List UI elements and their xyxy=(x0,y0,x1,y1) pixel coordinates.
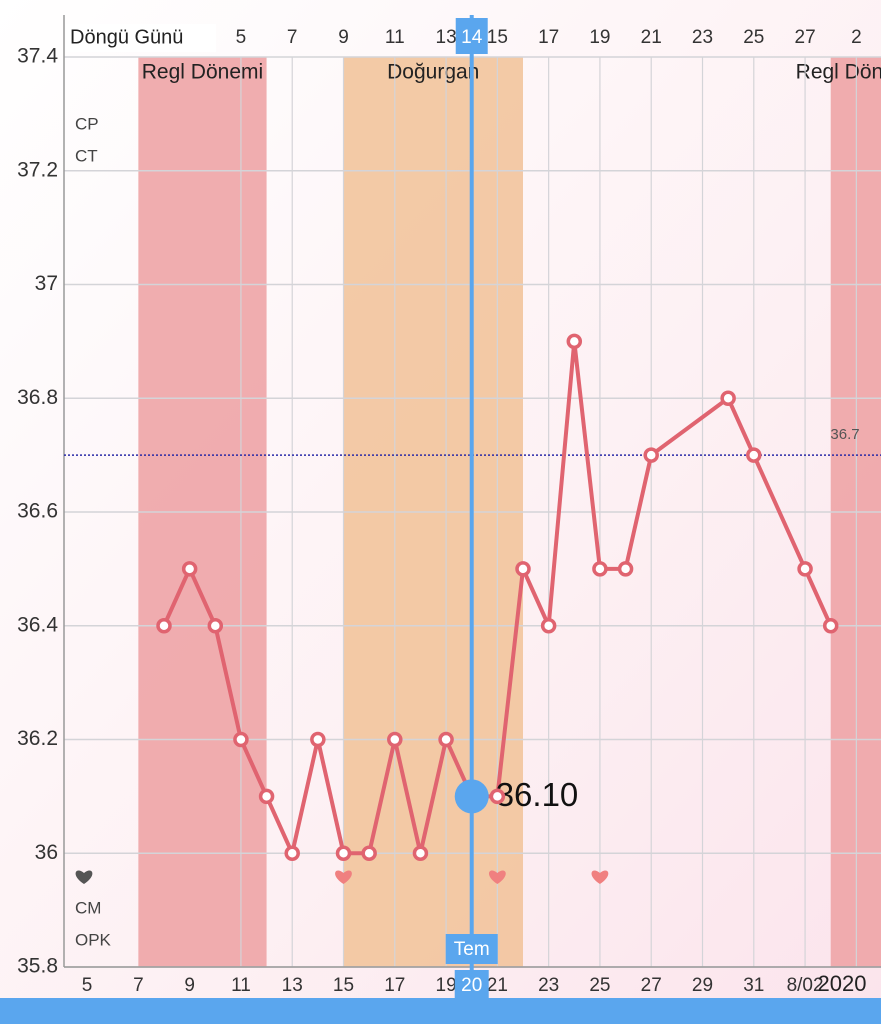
point xyxy=(387,731,403,748)
point xyxy=(540,618,557,634)
date-tick-label: 5 xyxy=(82,975,93,996)
y-tick-label: 36.8 xyxy=(17,386,58,409)
x-tick-label: 19 xyxy=(589,27,610,48)
point xyxy=(361,845,377,861)
point xyxy=(797,561,813,577)
y-tick-label: 37.4 xyxy=(17,45,58,68)
selected-value: 36.10 xyxy=(496,776,579,813)
y-tick-label: 36.2 xyxy=(17,727,58,750)
y-tick-label: 37.2 xyxy=(17,158,58,181)
axis-title: Döngü Günü xyxy=(70,26,183,48)
x-tick-label: 25 xyxy=(743,27,764,48)
y-tick-label: 36.6 xyxy=(17,500,58,523)
selected-date: 20 xyxy=(461,975,482,996)
point xyxy=(643,447,659,463)
point xyxy=(515,561,531,577)
selected-tick-box xyxy=(455,18,488,54)
heart xyxy=(591,870,609,884)
row-label: OPK xyxy=(75,930,112,949)
point xyxy=(746,447,762,463)
coverline-label: 36.7 xyxy=(830,426,859,443)
x-tick-label: 7 xyxy=(287,27,298,48)
row-label: CM xyxy=(75,898,101,917)
y-tick-label: 37 xyxy=(35,272,58,295)
x-tick-label: 11 xyxy=(385,27,405,48)
selected-month: Tem xyxy=(454,939,490,960)
point xyxy=(617,561,634,577)
point xyxy=(258,788,275,805)
selected-date-box xyxy=(454,970,489,1000)
date-tick-label: 7 xyxy=(133,975,144,996)
x-tick-label: 15 xyxy=(487,27,508,48)
band-label: Regl Dönemi xyxy=(142,61,263,84)
point xyxy=(284,845,300,861)
y-tick-label: 36 xyxy=(35,841,58,864)
date-tick-label: 25 xyxy=(589,975,610,996)
y-tick-label: 35.8 xyxy=(17,955,58,978)
point xyxy=(181,561,198,577)
point xyxy=(438,731,454,748)
date-tick-label: 13 xyxy=(282,975,303,996)
y-tick-label: 36.4 xyxy=(17,613,58,636)
x-tick-label: 9 xyxy=(338,27,349,48)
axis-title-bg xyxy=(66,24,216,52)
bottom-bar xyxy=(0,998,881,1024)
heart xyxy=(75,870,93,884)
heart xyxy=(335,870,352,884)
point xyxy=(592,561,608,577)
date-tick-label: 21 xyxy=(487,975,508,996)
heart xyxy=(488,870,506,884)
point xyxy=(335,845,352,861)
row-label: CP xyxy=(75,114,99,133)
x-tick-label: 13 xyxy=(436,27,457,48)
row-label: CT xyxy=(75,146,98,165)
date-tick-label: 9 xyxy=(184,975,195,996)
x-tick-label: 21 xyxy=(641,27,662,48)
date-tick-label: 27 xyxy=(641,975,662,996)
point xyxy=(566,333,583,350)
point xyxy=(156,618,172,634)
date-tick-label: 19 xyxy=(436,975,457,996)
point xyxy=(489,788,506,805)
selected-point xyxy=(454,779,489,814)
point xyxy=(822,618,839,634)
point xyxy=(412,845,429,861)
band-label: Doğurgan xyxy=(387,61,479,84)
date-tick-label: 23 xyxy=(538,975,559,996)
date-tick-label: 31 xyxy=(743,975,764,996)
year-label: 2020 xyxy=(818,971,867,996)
x-tick-label: 5 xyxy=(236,27,247,48)
point xyxy=(233,731,249,748)
date-tick-label: 15 xyxy=(333,975,354,996)
temperature-line xyxy=(162,339,833,856)
date-tick-label: 17 xyxy=(384,975,405,996)
point xyxy=(207,618,224,634)
point xyxy=(310,731,326,748)
x-tick-label: 14 xyxy=(461,27,483,48)
x-tick-label: 23 xyxy=(692,27,713,48)
selected-month-box xyxy=(445,934,498,964)
x-tick-label: 2 xyxy=(851,27,862,48)
date-tick-label: 11 xyxy=(231,975,251,996)
date-tick-label: 8/02 xyxy=(787,975,824,996)
point xyxy=(720,390,736,406)
x-tick-label: 27 xyxy=(795,27,816,48)
band-label: Regl Dönemi xyxy=(796,61,881,84)
date-tick-label: 29 xyxy=(692,975,713,996)
x-tick-label: 17 xyxy=(538,27,559,48)
